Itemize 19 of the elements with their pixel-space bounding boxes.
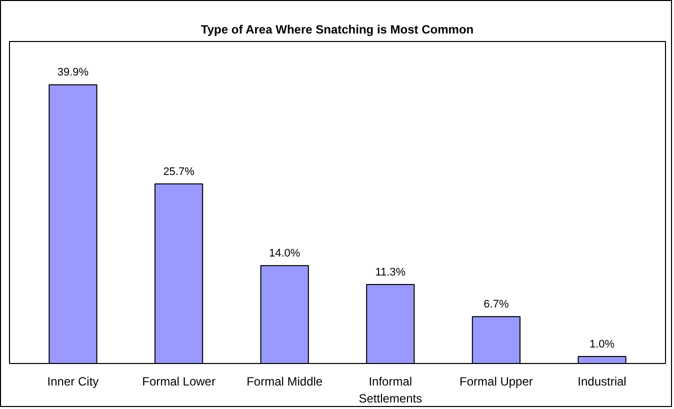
data-label: 1.0%	[589, 338, 615, 351]
bar	[48, 84, 98, 364]
data-label: 11.3%	[375, 266, 406, 279]
data-label: 14.0%	[269, 248, 300, 260]
data-label: 39.9%	[57, 66, 89, 79]
bar	[154, 183, 204, 364]
bar	[472, 316, 521, 364]
x-tick-label: Inner City	[47, 374, 99, 388]
data-label: 25.7%	[163, 166, 195, 178]
x-tick-label: Industrial	[578, 374, 626, 388]
data-label: 6.7%	[484, 298, 509, 311]
x-tick-label: Formal Middle	[246, 374, 323, 388]
chart-title: Type of Area Where Snatching is Most Common	[200, 22, 474, 36]
x-tick-label: Formal Upper	[460, 374, 533, 388]
x-tick-label: Formal Lower	[142, 374, 216, 388]
bar	[366, 284, 415, 364]
bar	[578, 356, 626, 364]
x-tick-label: Informal Settlements	[358, 374, 422, 406]
bar	[260, 265, 309, 364]
